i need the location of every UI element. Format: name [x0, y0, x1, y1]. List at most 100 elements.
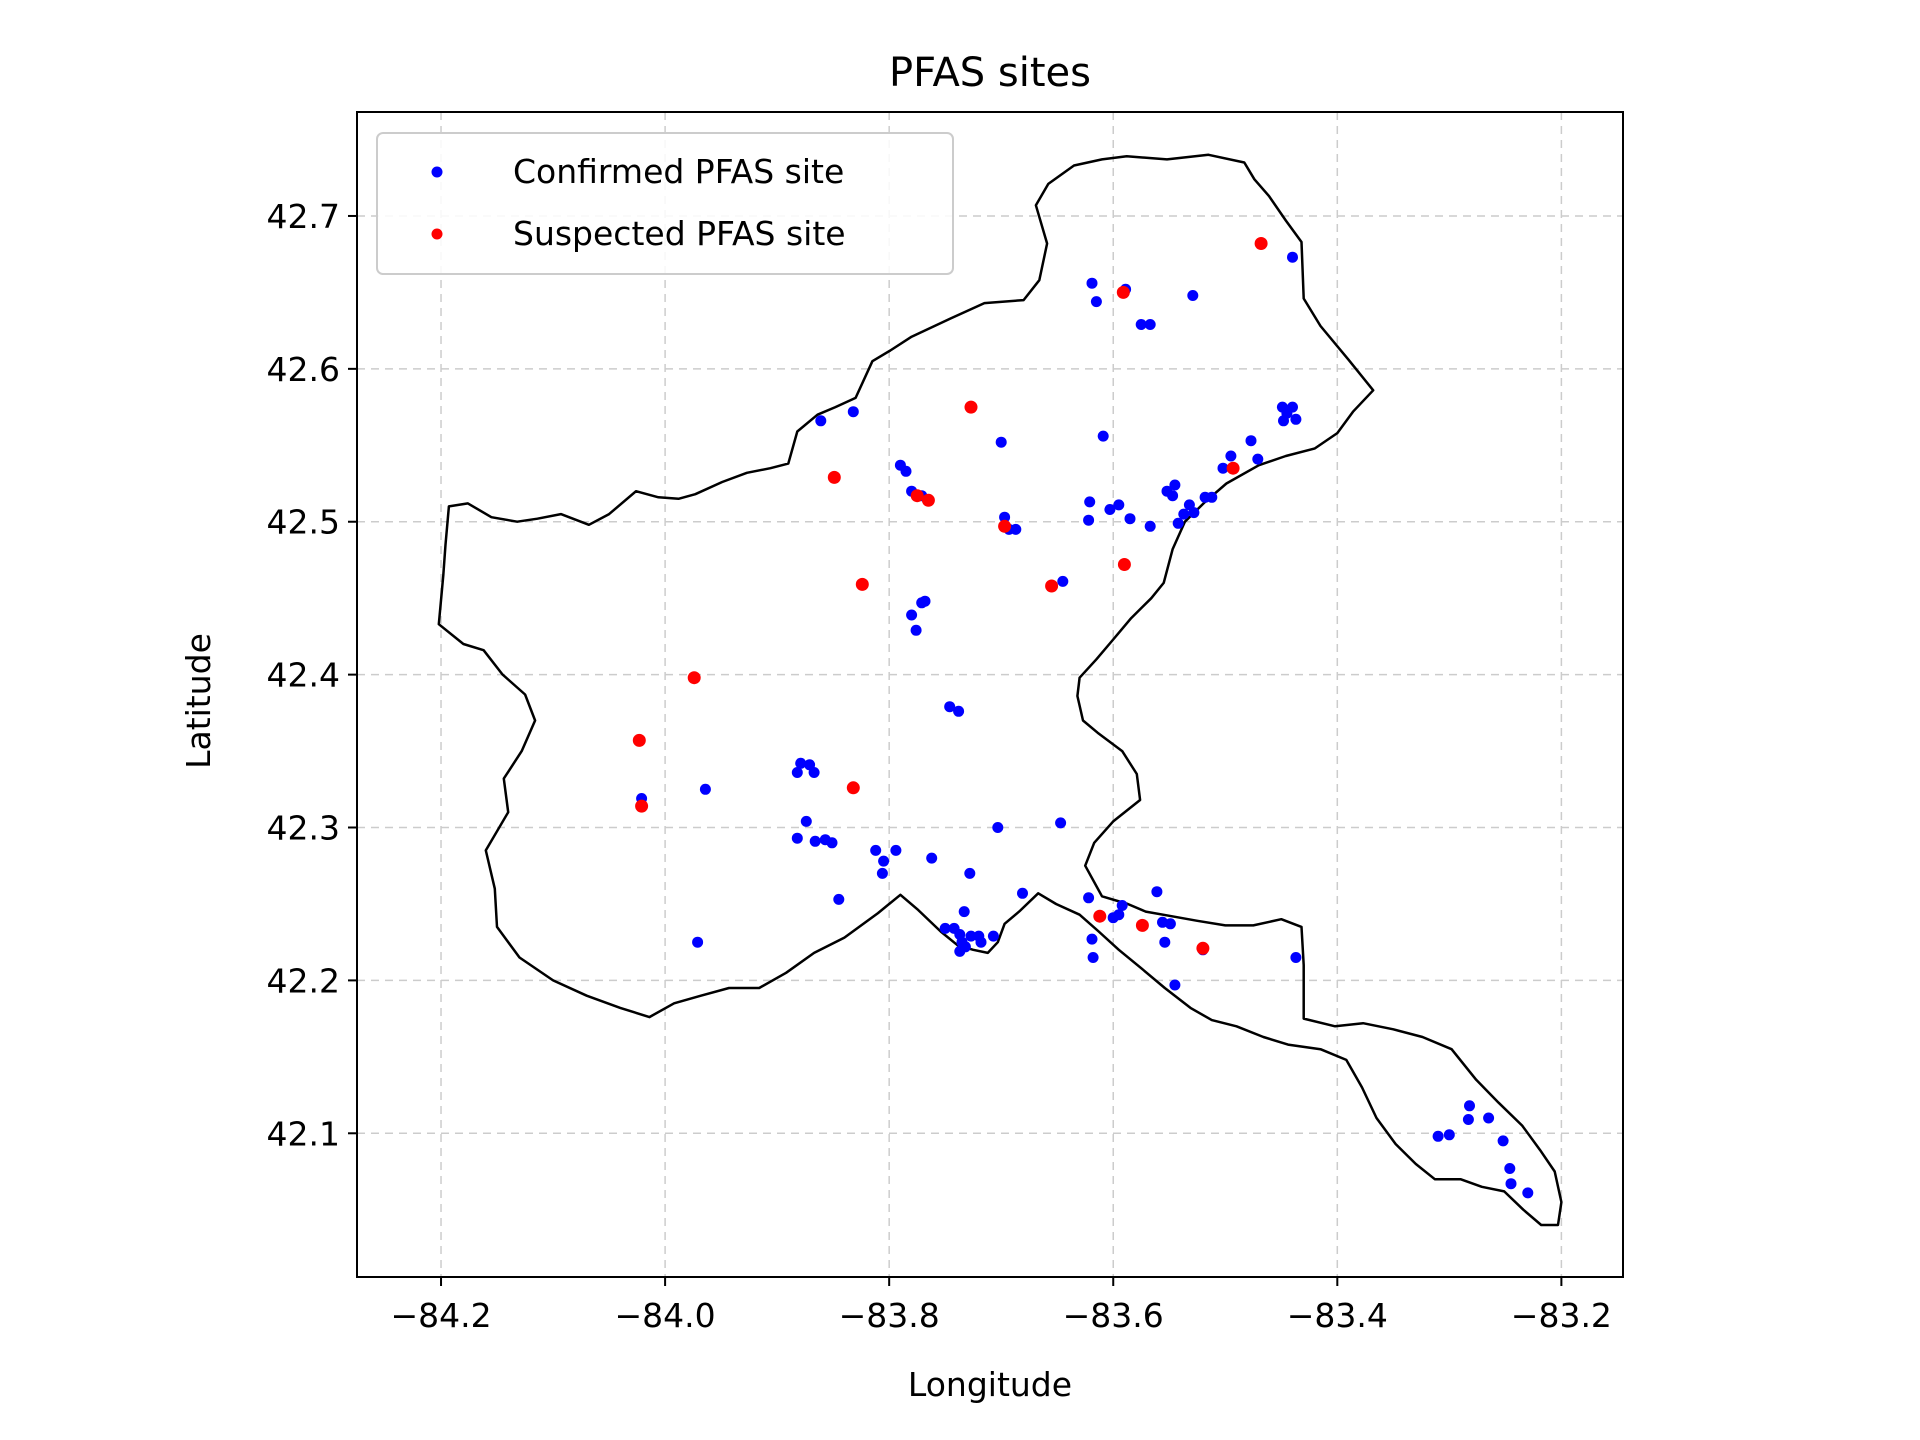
confirmed-site-point-19: [1097, 430, 1109, 442]
confirmed-site-point-102: [1505, 1178, 1517, 1190]
legend: Confirmed PFAS site Suspected PFAS site: [376, 132, 954, 275]
confirmed-site-point-16: [1057, 575, 1069, 587]
confirmed-site-point-101: [1504, 1163, 1516, 1174]
confirmed-site-point-43: [1090, 296, 1102, 308]
suspected-site-point-16: [1135, 918, 1149, 932]
confirmed-site-point-18: [1083, 514, 1095, 526]
confirmed-site-point-27: [1172, 517, 1184, 529]
confirmed-site-point-54: [791, 832, 803, 844]
x-tick-label-5: −83.2: [1511, 1296, 1612, 1335]
x-tick-label-3: −83.6: [1063, 1296, 1164, 1335]
y-tick-label-1: 42.2: [267, 961, 340, 1000]
confirmed-site-point-94: [1290, 952, 1302, 963]
suspected-site-point-17: [1196, 941, 1210, 955]
confirmed-site-point-78: [833, 893, 845, 905]
suspected-site-point-7: [998, 519, 1012, 533]
confirmed-site-point-103: [1522, 1187, 1534, 1199]
confirmed-site-point-3: [900, 465, 912, 477]
confirmed-site-point-70: [975, 936, 987, 948]
y-tick-label-4: 42.5: [267, 503, 340, 542]
confirmed-site-point-36: [1252, 453, 1264, 465]
confirmed-site-point-77: [1055, 817, 1067, 829]
suspected-site-point-2: [964, 400, 978, 414]
confirmed-site-point-63: [958, 906, 970, 918]
confirmed-site-point-7: [910, 624, 922, 636]
site-markers: [632, 237, 1534, 1199]
confirmed-site-point-64: [939, 922, 951, 934]
confirmed-site-point-1: [847, 406, 859, 418]
confirmed-site-point-92: [1169, 979, 1181, 991]
confirmed-site-point-42: [1086, 277, 1098, 289]
confirmed-site-point-84: [1087, 952, 1099, 963]
confirmed-site-point-99: [1483, 1112, 1495, 1124]
confirmed-site-point-23: [1144, 520, 1156, 532]
y-tick-label-0: 42.1: [267, 1114, 340, 1153]
confirmed-site-point-74: [987, 930, 999, 942]
confirmed-site-point-82: [1083, 892, 1095, 904]
confirmed-site-point-11: [953, 705, 965, 717]
confirmed-site-point-0: [815, 415, 827, 427]
confirmed-site-point-21: [1113, 499, 1125, 511]
region-boundary: [437, 153, 1563, 1227]
y-tick-label-2: 42.3: [267, 809, 340, 848]
confirmed-site-point-49: [791, 767, 803, 778]
y-tick-label-6: 42.7: [267, 197, 340, 236]
confirmed-site-point-91: [1159, 936, 1171, 948]
confirmed-site-point-95: [1432, 1130, 1444, 1142]
x-axis-label: Longitude: [908, 1365, 1072, 1404]
suspected-site-point-11: [687, 671, 701, 685]
legend-label-confirmed: Confirmed PFAS site: [513, 152, 844, 191]
suspected-site-point-15: [1093, 909, 1107, 923]
y-tick-label-3: 42.4: [267, 656, 340, 695]
plot-frame: [356, 111, 1624, 1278]
x-axis-ticks: −84.2 −84.0 −83.8 −83.6 −83.4 −83.2: [390, 1277, 1612, 1335]
confirmed-site-point-32: [1206, 491, 1218, 503]
confirmed-site-point-20: [1104, 504, 1116, 515]
confirmed-site-point-22: [1124, 513, 1136, 525]
confirmed-site-point-48: [1287, 251, 1298, 263]
suspected-site-point-6: [855, 577, 869, 591]
confirmed-site-point-58: [870, 844, 882, 856]
confirmed-site-point-68: [965, 930, 977, 942]
suspected-site-point-14: [846, 781, 860, 795]
confirmed-site-point-53: [800, 815, 812, 827]
x-tick-label-4: −83.4: [1287, 1296, 1388, 1335]
confirmed-site-point-76: [1017, 887, 1028, 899]
y-axis-label: Latitude: [179, 633, 218, 769]
confirmed-site-point-71: [956, 936, 968, 948]
confirmed-site-point-60: [876, 867, 888, 879]
y-axis-ticks: 42.1 42.2 42.3 42.4 42.5 42.6 42.7: [267, 197, 357, 1153]
confirmed-site-point-98: [1462, 1114, 1474, 1125]
confirmed-site-point-100: [1497, 1135, 1509, 1147]
legend-marker-confirmed: [431, 166, 443, 178]
confirmed-site-point-97: [1464, 1100, 1475, 1112]
chart-title: PFAS sites: [889, 50, 1091, 96]
confirmed-site-point-59: [878, 855, 890, 867]
confirmed-site-point-96: [1443, 1129, 1455, 1141]
confirmed-site-point-45: [1135, 319, 1147, 330]
confirmed-site-point-88: [1151, 886, 1163, 898]
suspected-site-point-0: [1254, 237, 1268, 250]
suspected-site-point-1: [1116, 285, 1130, 299]
legend-label-suspected: Suspected PFAS site: [513, 214, 846, 253]
confirmed-site-point-12: [995, 436, 1007, 448]
confirmed-site-point-33: [1217, 462, 1229, 474]
confirmed-site-point-34: [1225, 450, 1237, 462]
legend-box: [376, 132, 954, 275]
suspected-site-point-4: [910, 489, 924, 503]
x-tick-label-1: −84.0: [615, 1296, 716, 1335]
confirmed-site-point-39: [1287, 401, 1298, 413]
y-tick-label-5: 42.6: [267, 350, 340, 389]
suspected-site-point-5: [921, 493, 935, 507]
confirmed-site-point-47: [1187, 290, 1199, 301]
confirmed-site-point-75: [992, 822, 1004, 833]
confirmed-site-point-17: [1084, 496, 1096, 508]
confirmed-site-point-72: [954, 945, 966, 957]
confirmed-site-point-73: [964, 867, 976, 879]
confirmed-site-point-46: [1144, 319, 1156, 330]
suspected-site-point-13: [635, 799, 649, 813]
confirmed-site-point-6: [906, 609, 918, 621]
confirmed-site-point-28: [1178, 508, 1190, 520]
